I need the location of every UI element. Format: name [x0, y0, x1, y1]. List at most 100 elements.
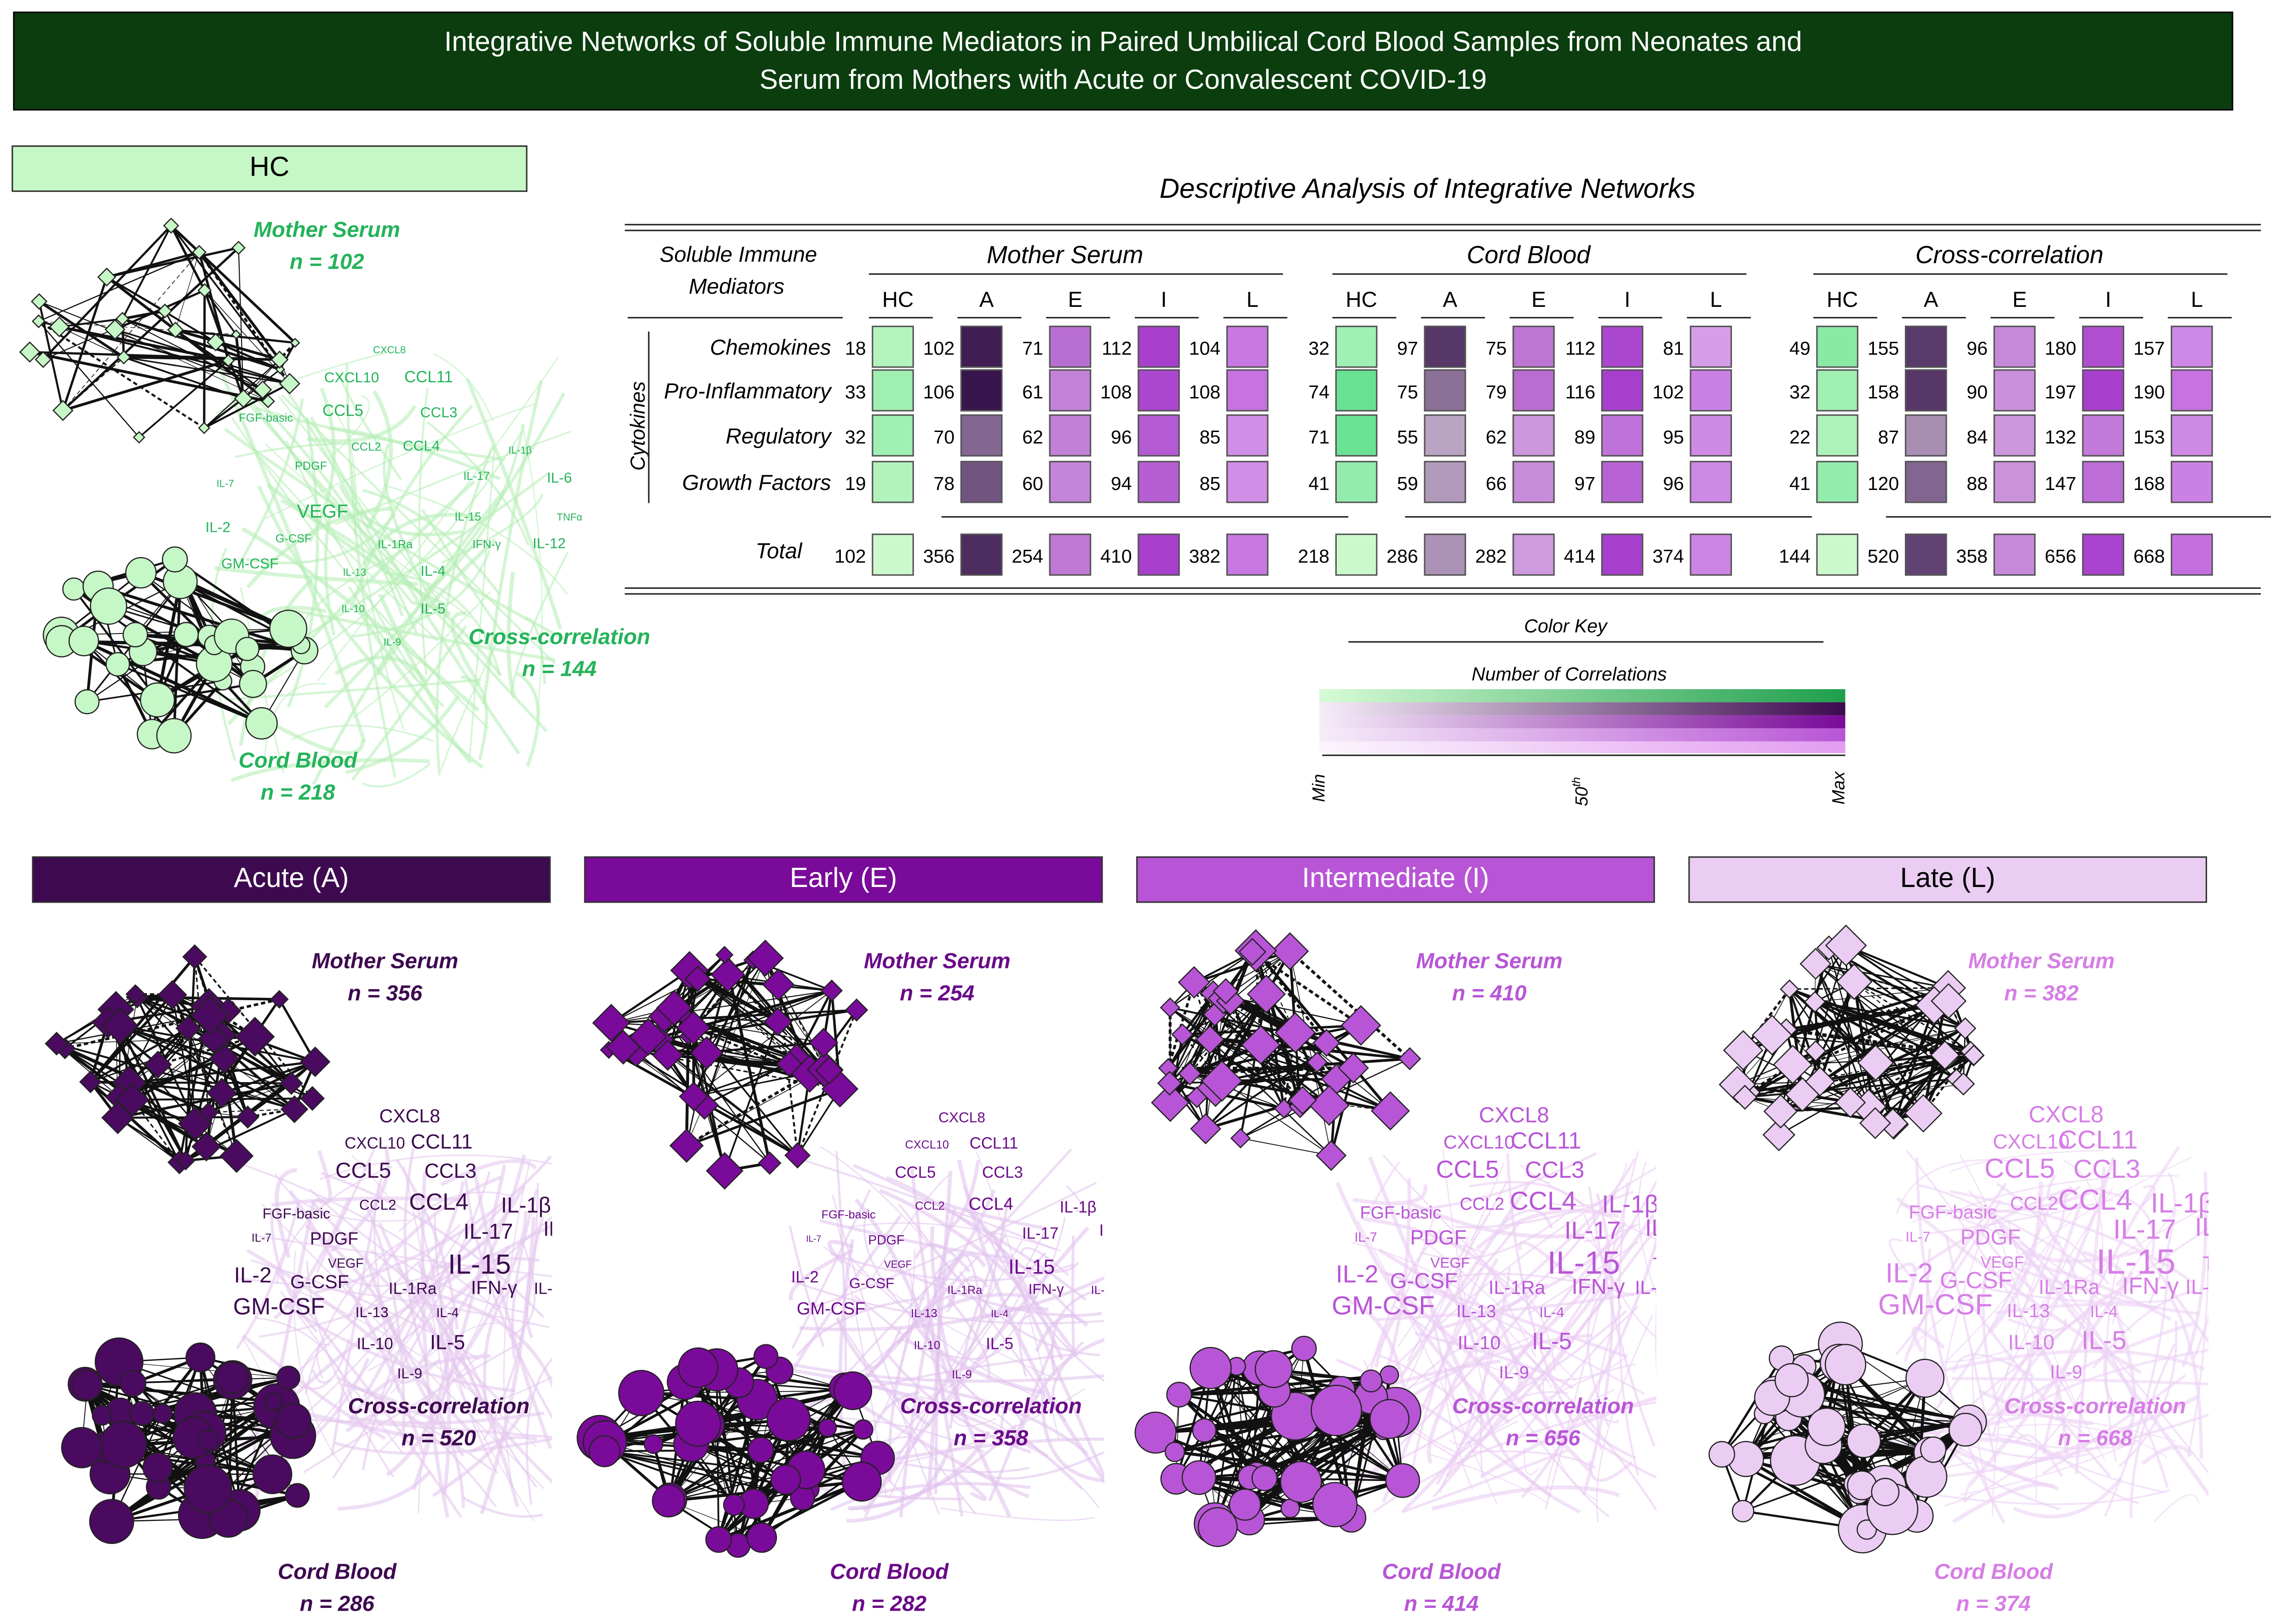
- intermediate-cross-edge: [1582, 1192, 1614, 1496]
- cell-1-3-4: [1690, 461, 1732, 503]
- intermediate-mediator-label: IL-7: [1355, 1230, 1377, 1245]
- table-top-rule-2: [625, 230, 2261, 231]
- group-cross-label-early: Cross-correlation n = 358: [882, 1391, 1100, 1455]
- acute-cross-edge: [462, 1496, 543, 1518]
- total-1-2: 282: [1475, 545, 1507, 567]
- acute-mother-edge: [218, 1034, 293, 1085]
- early-cross-edge: [837, 1319, 977, 1515]
- col-header-1-2: E: [1531, 288, 1546, 313]
- early-cord-node: [675, 1400, 721, 1447]
- intermediate-mediator-label: IL-9: [1499, 1363, 1529, 1382]
- group-cord-title-intermediate: Cord Blood: [1382, 1560, 1501, 1585]
- acute-mediator-label: CCL5: [335, 1158, 391, 1183]
- cell-1-2-2: [1512, 414, 1555, 457]
- late-mediator-label: CCL2: [2010, 1192, 2058, 1214]
- early-mediator-label: IL-1β: [1060, 1199, 1097, 1216]
- cell-2-3-0: [1816, 461, 1858, 503]
- table-bottom-rule-2: [625, 593, 2261, 595]
- late-cross-edge: [1968, 1190, 2209, 1475]
- intermediate-cross-edge: [1365, 1161, 1400, 1218]
- title-line-2: Serum from Mothers with Acute or Convale…: [759, 65, 1487, 96]
- early-cord-edge: [706, 1423, 878, 1460]
- cell-0-2-3: [1138, 414, 1180, 457]
- intermediate-cord-node: [1369, 1399, 1410, 1439]
- total-cell-0-0: [872, 533, 914, 576]
- early-mother-node: [678, 1081, 709, 1111]
- hc-mother-edge: [138, 360, 229, 438]
- cell-1-3-0: [1335, 461, 1378, 503]
- intermediate-mediator-label: FGF-basic: [1360, 1203, 1442, 1222]
- late-cross-edge: [2030, 1342, 2069, 1454]
- hc-cross-edge: [271, 722, 365, 755]
- intermediate-mediator-label: CCL5: [1436, 1156, 1499, 1183]
- acute-mother-edge: [157, 1014, 211, 1066]
- intermediate-cross-edge: [1392, 1305, 1429, 1332]
- group-cord-label-acute: Cord Blood n = 286: [250, 1557, 424, 1621]
- hc-mother-edge: [122, 310, 166, 321]
- group-cord-n-intermediate: n = 414: [1404, 1592, 1479, 1617]
- acute-cross-edge: [379, 1290, 492, 1451]
- value-0-3-4: 85: [1199, 472, 1221, 495]
- acute-mediator-label: VEGF: [328, 1256, 363, 1271]
- total-cell-1-3: [1601, 533, 1644, 576]
- late-cord-node: [1905, 1359, 1945, 1398]
- col-rule-1-0: [1332, 317, 1397, 319]
- hc-mother-node: [290, 338, 300, 348]
- intermediate-mediator-label: CCL11: [1511, 1128, 1581, 1154]
- early-mediator-label: VEGF: [884, 1259, 912, 1270]
- early-cord-node: [833, 1371, 873, 1411]
- hc-cross-edge: [324, 392, 566, 708]
- late-cord-node: [1731, 1500, 1754, 1523]
- late-cross-edge: [2056, 1191, 2088, 1208]
- late-mother-edge: [1815, 945, 1847, 1051]
- intermediate-cross-edges: [1335, 1150, 1656, 1523]
- intermediate-cross-edge: [1479, 1354, 1629, 1381]
- gradient-late: [1319, 741, 1846, 754]
- hc-mother-edge: [115, 329, 269, 402]
- title-line-1: Integrative Networks of Soluble Immune M…: [444, 28, 1802, 58]
- acute-cord-node: [184, 1464, 232, 1513]
- late-mother-edge: [1815, 963, 1949, 989]
- total-cell-1-1: [1424, 533, 1466, 576]
- early-cord-node: [766, 1397, 811, 1442]
- early-cross-edge: [789, 1353, 1075, 1415]
- early-mother-node: [808, 1028, 839, 1058]
- intermediate-cross-edge: [1407, 1180, 1509, 1362]
- table-title: Descriptive Analysis of Integrative Netw…: [1159, 174, 1696, 205]
- acute-mother-edge: [117, 1082, 292, 1119]
- intermediate-mother-edge: [1189, 950, 1291, 1074]
- hc-cross-edge: [241, 527, 480, 712]
- acute-mother-edge: [117, 1117, 186, 1162]
- gradient-early: [1319, 715, 1846, 729]
- late-mother-node: [1857, 1044, 1894, 1082]
- acute-cross-edge: [398, 1191, 510, 1232]
- hc-mediator-label: IL-17: [463, 470, 490, 483]
- early-cross-edge: [866, 1326, 903, 1369]
- early-mother-edge: [636, 1050, 840, 1090]
- col-rule-2-2: [1990, 317, 2055, 319]
- early-mediator-label: IL-12: [1091, 1284, 1104, 1297]
- late-mediator-label: IL-7: [1905, 1228, 1930, 1245]
- cell-2-1-1: [1905, 369, 1947, 412]
- late-cord-node: [1948, 1412, 1983, 1447]
- late-cross-edge: [1889, 1238, 1914, 1280]
- col-rule-1-1: [1421, 317, 1485, 319]
- hc-mediator-label: GM-CSF: [221, 555, 279, 572]
- total-label: Total: [755, 539, 802, 564]
- early-mediator-label: CCL4: [969, 1194, 1013, 1214]
- late-mother-edge: [1742, 988, 1791, 1051]
- acute-cross-edge: [338, 1470, 431, 1511]
- late-mediator-label: FGF-basic: [1909, 1201, 1997, 1222]
- col-header-0-4: L: [1246, 288, 1259, 313]
- late-mediator-label: IL-5: [2081, 1326, 2127, 1355]
- early-mediator-label: CCL5: [895, 1164, 936, 1181]
- intermediate-cord-edge: [1214, 1391, 1275, 1524]
- hc-cord-edge: [73, 588, 159, 701]
- cell-0-1-1: [960, 369, 1003, 412]
- row-label-rule: [627, 317, 843, 319]
- hc-mother-edge: [62, 276, 108, 411]
- hc-mother-n: n = 102: [289, 250, 364, 275]
- hc-mother-nodes: [19, 217, 300, 444]
- intermediate-cross-edge: [1521, 1348, 1656, 1513]
- group-header-acute: Acute (A): [32, 856, 551, 903]
